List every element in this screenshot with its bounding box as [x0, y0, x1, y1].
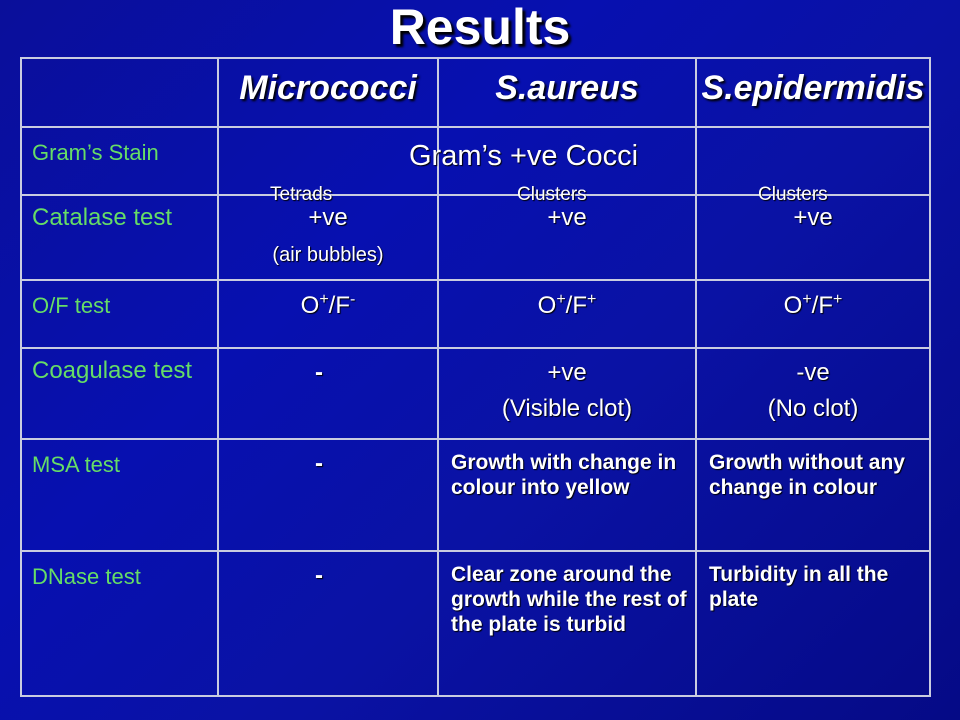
cell-of-s-epidermidis: O+/F+: [695, 279, 931, 349]
header-empty: [20, 57, 219, 128]
dnase-micrococci-value: -: [315, 562, 323, 589]
header-micrococci: Micrococci: [217, 57, 439, 128]
cell-grams-s-aureus: Clusters: [437, 126, 697, 205]
of-epidermidis-f-sup: +: [833, 291, 843, 308]
cell-catalase-micrococci: +ve (air bubbles): [217, 194, 439, 281]
of-aureus-f-sup: +: [587, 291, 597, 308]
cell-coagulase-micrococci: -: [217, 347, 439, 440]
row-label-dnase: DNase test: [20, 550, 219, 697]
of-micrococci-f-sup: -: [350, 291, 356, 308]
cell-msa-s-epidermidis: Growth without any change in colour: [695, 438, 931, 552]
cell-grams-micrococci: Tetrads Gram’s +ve Cocci: [217, 126, 638, 205]
cell-msa-s-aureus: Growth with change in colour into yellow: [437, 438, 697, 552]
cell-dnase-s-aureus: Clear zone around the growth while the r…: [437, 550, 697, 697]
of-aureus-f: F: [572, 292, 587, 319]
row-catalase: Catalase test +ve (air bubbles) +ve +ve: [20, 194, 931, 281]
cell-of-s-aureus: O+/F+: [437, 279, 697, 349]
catalase-micrococci-value: +ve: [308, 204, 348, 231]
coagulase-epidermidis-note: (No clot): [767, 395, 859, 422]
page-title: Results: [389, 0, 571, 55]
cell-of-micrococci: O+/F-: [217, 279, 439, 349]
coagulase-micrococci-value: -: [315, 359, 323, 386]
cell-coagulase-s-aureus: +ve (Visible clot): [437, 347, 697, 440]
row-label-msa: MSA test: [20, 438, 219, 552]
coagulase-aureus-value: +ve: [547, 359, 587, 386]
catalase-aureus-value: +ve: [547, 204, 587, 231]
header-s-aureus: S.aureus: [437, 57, 697, 128]
of-micrococci-f: F: [335, 292, 351, 319]
row-grams-stain: Gram’s Stain Tetrads Gram’s +ve Cocci Cl…: [20, 126, 931, 205]
row-label-coagulase: Coagulase test: [20, 347, 219, 440]
catalase-epidermidis-value: +ve: [793, 204, 833, 231]
cell-dnase-micrococci: -: [217, 550, 439, 697]
coagulase-epidermidis-value: -ve: [796, 359, 830, 386]
row-label-of: O/F test: [20, 279, 219, 349]
of-micrococci-o: O: [300, 292, 320, 319]
coagulase-aureus-note: (Visible clot): [501, 395, 633, 422]
of-micrococci-o-sup: +: [319, 291, 329, 308]
of-aureus-o-sup: +: [556, 291, 566, 308]
cell-coagulase-s-epidermidis: -ve (No clot): [695, 347, 931, 440]
cell-grams-s-epidermidis: Clusters: [695, 126, 931, 205]
cell-catalase-s-epidermidis: +ve: [695, 194, 931, 281]
of-epidermidis-o: O: [783, 292, 803, 319]
row-label-grams: Gram’s Stain: [20, 126, 219, 196]
row-dnase: DNase test - Clear zone around the growt…: [20, 550, 931, 697]
results-table: Micrococci S.aureus S.epidermidis Gram’s…: [20, 57, 931, 697]
header-s-epidermidis: S.epidermidis: [695, 57, 931, 128]
row-msa: MSA test - Growth with change in colour …: [20, 438, 931, 552]
row-coagulase: Coagulase test - +ve (Visible clot) -ve …: [20, 347, 931, 440]
msa-micrococci-value: -: [315, 450, 323, 477]
cell-msa-micrococci: -: [217, 438, 439, 552]
row-label-catalase: Catalase test: [20, 194, 219, 281]
of-aureus-o: O: [537, 292, 557, 319]
cell-catalase-s-aureus: +ve: [437, 194, 697, 281]
catalase-note: (air bubbles): [272, 244, 384, 266]
header-row: Micrococci S.aureus S.epidermidis: [20, 57, 931, 128]
of-epidermidis-f: F: [818, 292, 833, 319]
cell-dnase-s-epidermidis: Turbidity in all the plate: [695, 550, 931, 697]
row-of-test: O/F test O+/F- O+/F+ O+/F+: [20, 279, 931, 349]
of-epidermidis-o-sup: +: [802, 291, 812, 308]
